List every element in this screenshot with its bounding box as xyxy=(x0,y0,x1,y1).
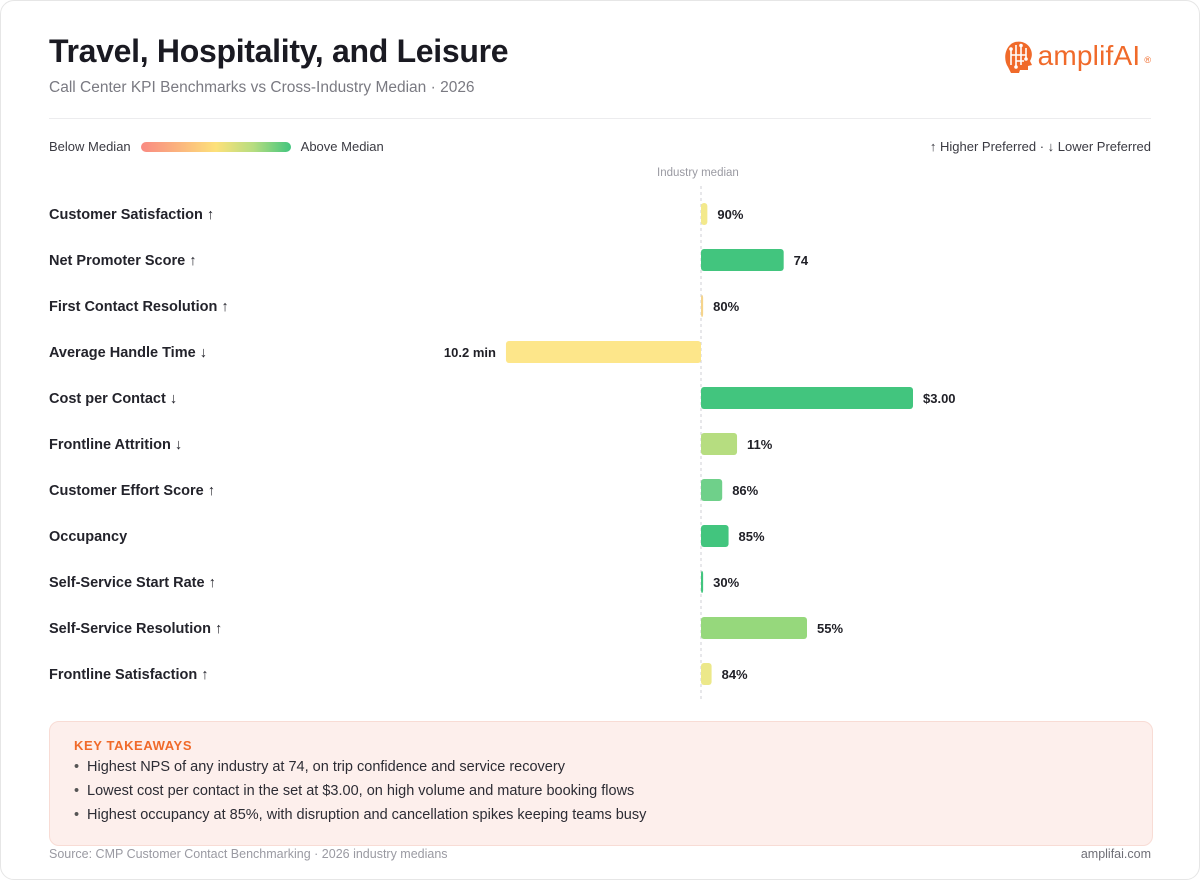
takeaway-item: • Highest occupancy at 85%, with disrupti… xyxy=(74,807,647,823)
row-label: Occupancy xyxy=(49,529,127,545)
row-label: Customer Effort Score ↑ xyxy=(49,483,215,499)
median-label: Industry median xyxy=(657,167,739,179)
row-label: First Contact Resolution ↑ xyxy=(49,299,229,315)
row-label: Customer Satisfaction ↑ xyxy=(49,207,214,223)
row-label: Average Handle Time ↓ xyxy=(49,345,207,361)
bar-value-label: $3.00 xyxy=(923,391,956,406)
kpi-bar xyxy=(701,295,704,317)
bar-value-label: 90% xyxy=(717,207,743,222)
kpi-bar xyxy=(701,387,913,409)
kpi-bar xyxy=(701,525,729,547)
header-divider xyxy=(49,118,1151,119)
kpi-bar xyxy=(701,249,784,271)
logo-text: amplifAI xyxy=(1037,40,1141,71)
row-label: Self-Service Resolution ↑ xyxy=(49,621,222,637)
kpi-bar xyxy=(505,341,701,363)
takeaway-item: • Lowest cost per contact in the set at $… xyxy=(74,783,635,799)
legend-below-label: Below Median xyxy=(49,139,131,154)
row-label: Frontline Satisfaction ↑ xyxy=(49,667,209,683)
bar-value-label: 11% xyxy=(747,437,773,452)
row-label: Cost per Contact ↓ xyxy=(49,391,177,407)
kpi-bar xyxy=(701,479,723,501)
source-note: Source: CMP Customer Contact Benchmarkin… xyxy=(49,847,448,861)
kpi-bar xyxy=(701,433,738,455)
amplifai-logo: amplifAI ® xyxy=(1002,39,1151,73)
legend-gradient-bar xyxy=(140,141,291,152)
page-title: Travel, Hospitality, and Leisure xyxy=(49,33,509,69)
bar-value-label: 86% xyxy=(732,483,758,498)
key-takeaways-panel: KEY TAKEAWAYS • Highest NPS of any indust… xyxy=(49,721,1153,846)
row-label: Net Promoter Score ↑ xyxy=(49,253,196,269)
page-subtitle: Call Center KPI Benchmarks vs Cross-Indu… xyxy=(49,79,475,96)
bar-value-label: 10.2 min xyxy=(444,345,496,360)
row-label: Frontline Attrition ↓ xyxy=(49,437,182,453)
kpi-bar xyxy=(701,663,712,685)
kpi-bar xyxy=(701,617,807,639)
bar-value-label: 30% xyxy=(713,575,739,590)
brain-head-icon xyxy=(1004,41,1032,73)
legend-above-label: Above Median xyxy=(300,139,384,154)
takeaway-item: • Highest NPS of any industry at 74, on t… xyxy=(74,759,565,775)
bar-value-label: 85% xyxy=(739,529,765,544)
row-label: Self-Service Start Rate ↑ xyxy=(49,575,216,591)
color-legend: Below Median Above Median xyxy=(49,139,384,154)
takeaways-list: • Highest NPS of any industry at 74, on t… xyxy=(74,755,646,827)
kpi-bar xyxy=(701,571,704,593)
kpi-bar xyxy=(701,203,708,225)
site-link[interactable]: amplifai.com xyxy=(1080,847,1151,861)
logo-registered-mark: ® xyxy=(1144,55,1151,65)
bar-value-label: 84% xyxy=(722,667,748,682)
bar-value-label: 80% xyxy=(713,299,739,314)
preference-legend: ↑ Higher Preferred · ↓ Lower Preferred xyxy=(929,139,1151,154)
takeaways-title: KEY TAKEAWAYS xyxy=(74,738,193,753)
bar-value-label: 74 xyxy=(794,253,809,268)
bar-value-label: 55% xyxy=(817,621,843,636)
